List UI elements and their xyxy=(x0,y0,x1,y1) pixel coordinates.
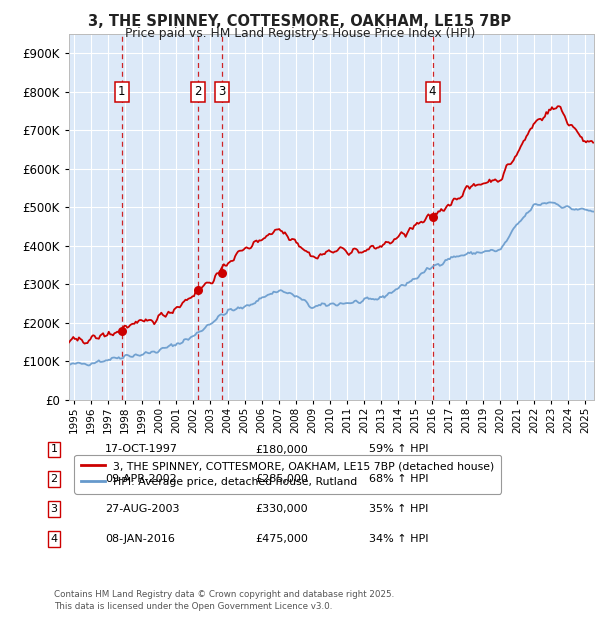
Text: 4: 4 xyxy=(50,534,58,544)
Text: 1: 1 xyxy=(50,445,58,454)
Text: 3: 3 xyxy=(218,86,225,99)
Text: 68% ↑ HPI: 68% ↑ HPI xyxy=(369,474,428,484)
Text: 08-JAN-2016: 08-JAN-2016 xyxy=(105,534,175,544)
Text: 2: 2 xyxy=(194,86,202,99)
Text: £180,000: £180,000 xyxy=(255,445,308,454)
Text: 17-OCT-1997: 17-OCT-1997 xyxy=(105,445,178,454)
Text: 34% ↑ HPI: 34% ↑ HPI xyxy=(369,534,428,544)
Text: 4: 4 xyxy=(429,86,436,99)
Text: Price paid vs. HM Land Registry's House Price Index (HPI): Price paid vs. HM Land Registry's House … xyxy=(125,27,475,40)
Text: £475,000: £475,000 xyxy=(255,534,308,544)
Legend: 3, THE SPINNEY, COTTESMORE, OAKHAM, LE15 7BP (detached house), HPI: Average pric: 3, THE SPINNEY, COTTESMORE, OAKHAM, LE15… xyxy=(74,454,501,494)
Text: 3, THE SPINNEY, COTTESMORE, OAKHAM, LE15 7BP: 3, THE SPINNEY, COTTESMORE, OAKHAM, LE15… xyxy=(88,14,512,29)
Text: £330,000: £330,000 xyxy=(255,504,308,514)
Text: 1: 1 xyxy=(118,86,125,99)
Text: 35% ↑ HPI: 35% ↑ HPI xyxy=(369,504,428,514)
Text: 59% ↑ HPI: 59% ↑ HPI xyxy=(369,445,428,454)
Text: 2: 2 xyxy=(50,474,58,484)
Text: 3: 3 xyxy=(50,504,58,514)
Text: Contains HM Land Registry data © Crown copyright and database right 2025.
This d: Contains HM Land Registry data © Crown c… xyxy=(54,590,394,611)
Text: 09-APR-2002: 09-APR-2002 xyxy=(105,474,177,484)
Text: 27-AUG-2003: 27-AUG-2003 xyxy=(105,504,179,514)
Text: £285,000: £285,000 xyxy=(255,474,308,484)
